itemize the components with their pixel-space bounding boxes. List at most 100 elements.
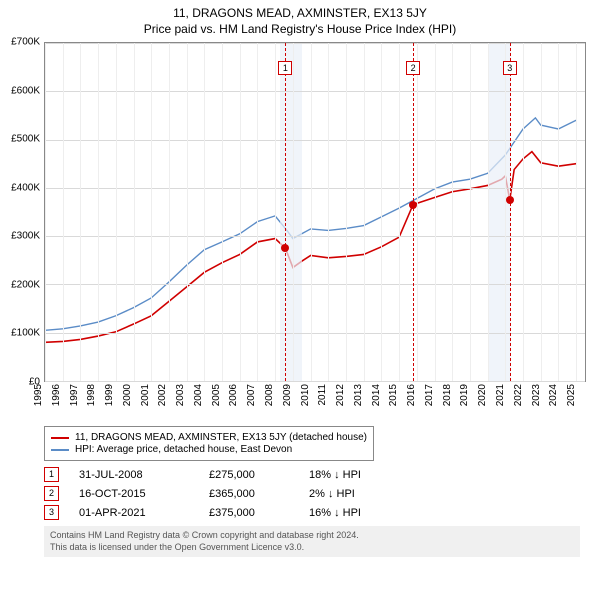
- table-row: 1 31-JUL-2008 £275,000 18% ↓ HPI: [44, 467, 580, 482]
- gridline-v: [452, 43, 453, 381]
- x-tick-label: 2001: [139, 384, 150, 406]
- x-tick-label: 2008: [264, 384, 275, 406]
- sale-price: £365,000: [209, 488, 289, 500]
- gridline-h: [45, 236, 585, 237]
- legend-item: HPI: Average price, detached house, East…: [51, 444, 367, 455]
- y-tick-label: £300K: [11, 231, 40, 242]
- chart-area: 123 199519961997199819992000200120022003…: [44, 42, 586, 382]
- gridline-v: [399, 43, 400, 381]
- gridline-v: [417, 43, 418, 381]
- x-tick-label: 2011: [318, 384, 329, 406]
- legend-label: HPI: Average price, detached house, East…: [75, 444, 292, 455]
- titles: 11, DRAGONS MEAD, AXMINSTER, EX13 5JY Pr…: [0, 6, 600, 36]
- x-tick-label: 2017: [424, 384, 435, 406]
- y-tick-label: £700K: [11, 37, 40, 48]
- y-tick-label: £100K: [11, 328, 40, 339]
- legend-swatch: [51, 449, 69, 451]
- gridline-v: [488, 43, 489, 381]
- gridline-v: [204, 43, 205, 381]
- sale-price: £275,000: [209, 469, 289, 481]
- gridline-v: [151, 43, 152, 381]
- x-tick-label: 2023: [530, 384, 541, 406]
- gridline-v: [275, 43, 276, 381]
- title-subtitle: Price paid vs. HM Land Registry's House …: [0, 22, 600, 36]
- sale-number-box: 1: [44, 467, 59, 482]
- sale-marker-box: 3: [503, 61, 517, 75]
- gridline-v: [45, 43, 46, 381]
- gridline-v: [311, 43, 312, 381]
- y-tick-label: £400K: [11, 182, 40, 193]
- legend-swatch: [51, 437, 69, 439]
- x-tick-label: 2005: [211, 384, 222, 406]
- x-tick-label: 2004: [193, 384, 204, 406]
- sale-dot: [409, 201, 417, 209]
- x-tick-label: 2015: [388, 384, 399, 406]
- x-tick-label: 2007: [246, 384, 257, 406]
- gridline-v: [134, 43, 135, 381]
- gridline-v: [222, 43, 223, 381]
- x-tick-label: 2025: [566, 384, 577, 406]
- gridline-h: [45, 333, 585, 334]
- sales-table: 1 31-JUL-2008 £275,000 18% ↓ HPI 2 16-OC…: [44, 467, 580, 520]
- table-row: 2 16-OCT-2015 £365,000 2% ↓ HPI: [44, 486, 580, 501]
- x-tick-label: 2022: [513, 384, 524, 406]
- table-row: 3 01-APR-2021 £375,000 16% ↓ HPI: [44, 505, 580, 520]
- sale-price: £375,000: [209, 507, 289, 519]
- sale-dot: [281, 244, 289, 252]
- x-ticks: 1995199619971998199920002001200220032004…: [44, 382, 586, 422]
- chart-container: 11, DRAGONS MEAD, AXMINSTER, EX13 5JY Pr…: [0, 6, 600, 596]
- y-tick-label: £200K: [11, 279, 40, 290]
- x-tick-label: 2024: [548, 384, 559, 406]
- x-tick-label: 1996: [51, 384, 62, 406]
- sale-marker-box: 2: [406, 61, 420, 75]
- x-tick-label: 2019: [459, 384, 470, 406]
- footer-line: This data is licensed under the Open Gov…: [50, 542, 574, 554]
- x-tick-label: 2013: [353, 384, 364, 406]
- x-tick-label: 2016: [406, 384, 417, 406]
- x-tick-label: 2009: [282, 384, 293, 406]
- sale-date: 16-OCT-2015: [79, 488, 189, 500]
- gridline-v: [328, 43, 329, 381]
- legend-label: 11, DRAGONS MEAD, AXMINSTER, EX13 5JY (d…: [75, 432, 367, 443]
- sale-number-box: 3: [44, 505, 59, 520]
- recession-band: [489, 43, 510, 381]
- sale-date: 01-APR-2021: [79, 507, 189, 519]
- gridline-h: [45, 188, 585, 189]
- x-tick-label: 2012: [335, 384, 346, 406]
- x-tick-label: 2018: [442, 384, 453, 406]
- gridline-h: [45, 91, 585, 92]
- gridline-v: [558, 43, 559, 381]
- sale-dash: [285, 43, 286, 381]
- x-tick-label: 2006: [228, 384, 239, 406]
- plot-area: 1 2 3: [44, 42, 586, 382]
- x-tick-label: 2020: [477, 384, 488, 406]
- gridline-v: [470, 43, 471, 381]
- gridline-h: [45, 284, 585, 285]
- gridline-v: [293, 43, 294, 381]
- x-tick-label: 1997: [68, 384, 79, 406]
- gridline-v: [364, 43, 365, 381]
- sale-dash: [510, 43, 511, 381]
- gridline-v: [63, 43, 64, 381]
- recession-band: [280, 43, 302, 381]
- x-tick-label: 1999: [104, 384, 115, 406]
- sale-pct: 2% ↓ HPI: [309, 488, 409, 500]
- sale-date: 31-JUL-2008: [79, 469, 189, 481]
- x-tick-label: 2003: [175, 384, 186, 406]
- x-tick-label: 2021: [495, 384, 506, 406]
- x-tick-label: 2000: [122, 384, 133, 406]
- gridline-v: [187, 43, 188, 381]
- y-tick-label: £500K: [11, 134, 40, 145]
- sale-dash: [413, 43, 414, 381]
- gridline-v: [576, 43, 577, 381]
- legend-item: 11, DRAGONS MEAD, AXMINSTER, EX13 5JY (d…: [51, 432, 367, 443]
- sale-marker-box: 1: [278, 61, 292, 75]
- title-address: 11, DRAGONS MEAD, AXMINSTER, EX13 5JY: [0, 6, 600, 20]
- gridline-v: [80, 43, 81, 381]
- gridline-v: [505, 43, 506, 381]
- gridline-v: [240, 43, 241, 381]
- x-tick-label: 2014: [371, 384, 382, 406]
- sale-pct: 18% ↓ HPI: [309, 469, 409, 481]
- legend: 11, DRAGONS MEAD, AXMINSTER, EX13 5JY (d…: [44, 426, 374, 461]
- footer: Contains HM Land Registry data © Crown c…: [44, 526, 580, 557]
